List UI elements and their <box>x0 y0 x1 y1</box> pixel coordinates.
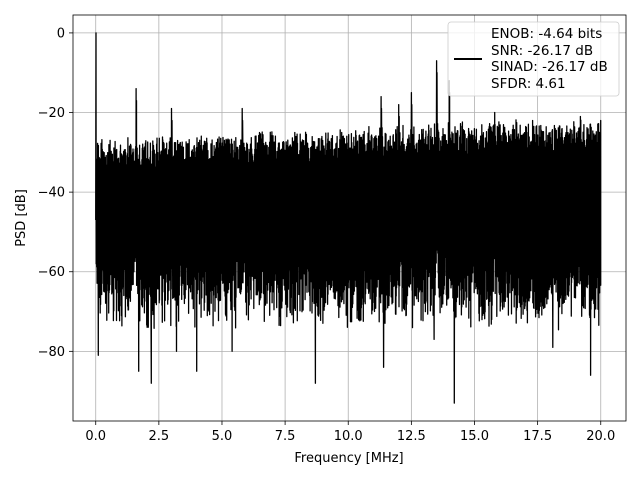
x-tick-label: 2.5 <box>149 429 170 444</box>
x-tick-label: 10.0 <box>334 429 363 444</box>
legend: ENOB: -4.64 bits SNR: -26.17 dB SINAD: -… <box>447 21 620 97</box>
y-tick-label: −20 <box>38 106 65 121</box>
y-tick-label: −80 <box>38 345 65 360</box>
y-tick-label: −40 <box>38 186 65 201</box>
legend-entry-line-4: SFDR: 4.61 <box>491 76 566 92</box>
legend-entry-line-3: SINAD: -26.17 dB <box>491 59 608 75</box>
legend-entry-line-2: SNR: -26.17 dB <box>491 43 593 59</box>
x-axis-label: Frequency [MHz] <box>294 451 403 466</box>
x-tick-label: 17.5 <box>523 429 552 444</box>
x-tick-label: 15.0 <box>460 429 489 444</box>
legend-box <box>447 21 620 97</box>
x-tick-label: 5.0 <box>212 429 233 444</box>
x-tick-label: 0.0 <box>85 429 106 444</box>
y-tick-label: 0 <box>57 26 65 41</box>
y-axis-label: PSD [dB] <box>14 189 29 247</box>
series-line-psd <box>95 32 602 404</box>
plot-frame <box>72 14 627 422</box>
x-axis: 0.0 2.5 5.0 7.5 10.0 12.5 15.0 17.5 20.0 <box>85 421 615 444</box>
y-tick-label: −60 <box>38 265 65 280</box>
x-tick-label: 12.5 <box>397 429 426 444</box>
legend-entry-line-1: ENOB: -4.64 bits <box>491 26 602 42</box>
x-tick-label: 7.5 <box>275 429 296 444</box>
plot-area <box>95 32 602 404</box>
x-tick-label: 20.0 <box>586 429 615 444</box>
y-axis: 0 −20 −40 −60 −80 <box>38 26 73 360</box>
